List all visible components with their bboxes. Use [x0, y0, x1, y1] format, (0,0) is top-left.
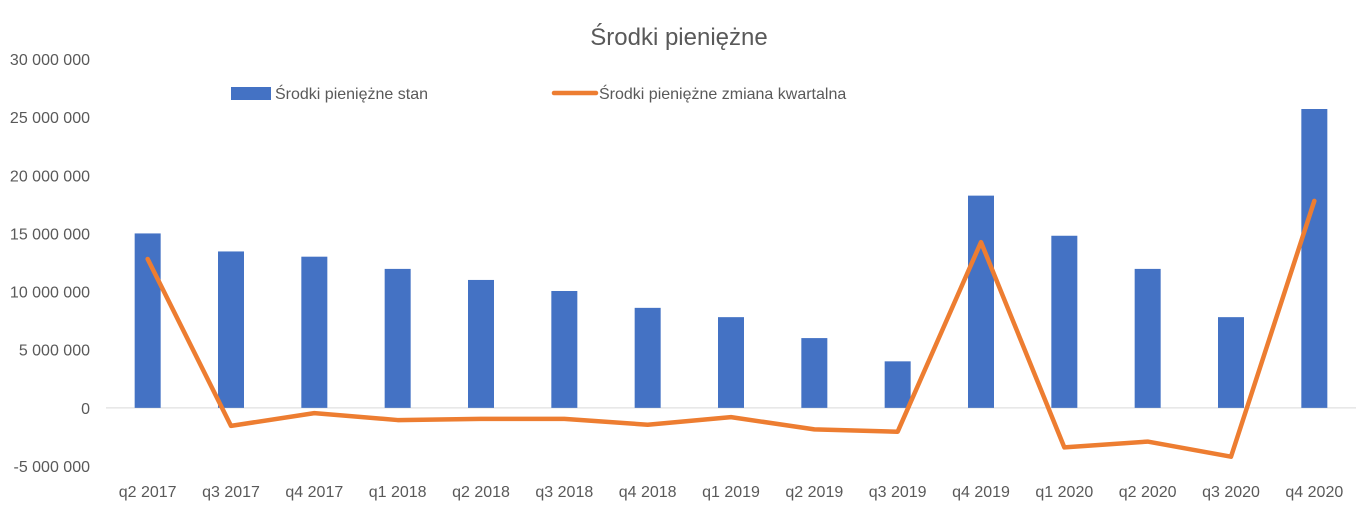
legend-swatch-bar [231, 87, 271, 100]
x-tick-label: q4 2018 [619, 484, 677, 501]
bar [468, 279, 494, 408]
y-axis: -5 000 000 0 5 000 000 10 000 000 15 000 000… [10, 52, 90, 476]
bar [968, 195, 994, 408]
x-tick-label: q1 2019 [702, 484, 760, 501]
bar [1301, 109, 1328, 408]
y-tick-label: 10 000 000 [10, 285, 90, 302]
y-tick-label: -5 000 000 [13, 459, 90, 476]
bar [634, 307, 661, 408]
x-tick-label: q1 2020 [1035, 484, 1093, 501]
y-tick-label: 20 000 000 [10, 168, 90, 185]
x-tick-label: q2 2020 [1119, 484, 1177, 501]
bar-series [134, 109, 1328, 408]
x-tick-label: q2 2019 [785, 484, 843, 501]
y-tick-label: 15 000 000 [10, 226, 90, 243]
legend-label-line: Środki pieniężne zmiana kwartalna [599, 84, 846, 103]
bar [1134, 268, 1161, 408]
bar [1218, 317, 1244, 408]
legend-label-bar: Środki pieniężne stan [275, 84, 428, 103]
y-tick-label: 25 000 000 [10, 110, 90, 127]
x-tick-label: q2 2018 [452, 484, 510, 501]
x-tick-label: q2 2017 [119, 484, 177, 501]
x-tick-label: q3 2018 [535, 484, 593, 501]
x-axis: q2 2017 q3 2017 q4 2017 q1 2018 q2 2018 q3 20… [106, 407, 1356, 501]
bar [801, 338, 828, 408]
line-series [145, 198, 1317, 459]
x-tick-label: q3 2020 [1202, 484, 1260, 501]
y-tick-label: 5 000 000 [19, 343, 90, 360]
bar [384, 268, 411, 408]
bar [551, 290, 578, 408]
x-tick-label: q4 2020 [1285, 484, 1343, 501]
x-tick-label: q1 2018 [369, 484, 427, 501]
chart-title: Środki pieniężne [590, 23, 767, 51]
bar [1051, 235, 1078, 408]
legend: Środki pieniężne stan Środki pieniężne z… [231, 84, 846, 103]
bar [718, 317, 744, 408]
bar [884, 361, 911, 408]
change-line [145, 198, 1317, 459]
bar [218, 251, 244, 408]
x-tick-label: q3 2019 [869, 484, 927, 501]
bar [301, 256, 328, 408]
y-tick-label: 0 [81, 401, 90, 418]
y-tick-label: 30 000 000 [10, 52, 90, 69]
x-tick-label: q3 2017 [202, 484, 260, 501]
x-tick-label: q4 2019 [952, 484, 1010, 501]
x-tick-label: q4 2017 [285, 484, 343, 501]
